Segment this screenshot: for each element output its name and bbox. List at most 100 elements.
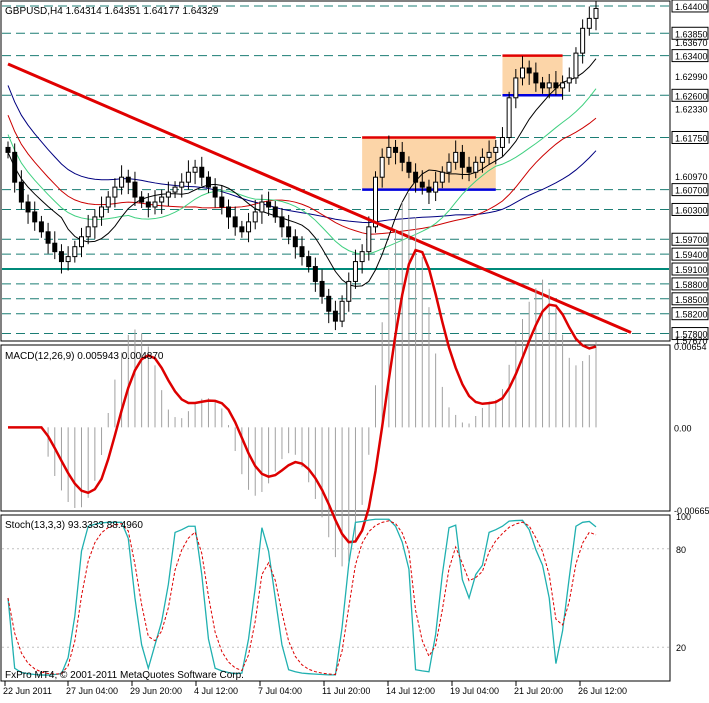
candle-body <box>299 246 305 258</box>
macd-indicator: 0.00654 0.00 -0.00665 <box>8 192 709 567</box>
candle-body <box>466 166 472 173</box>
price-label: 1.63400 <box>675 52 708 62</box>
candle-body <box>486 151 492 158</box>
time-label: 27 Jun 04:00 <box>66 686 118 696</box>
candle-body <box>252 211 258 223</box>
trendline <box>7 62 632 334</box>
candle-body <box>212 186 218 198</box>
price-label-box <box>671 327 709 341</box>
price-label: 1.57800 <box>675 330 708 340</box>
price-label-box <box>671 292 709 306</box>
price-label: 1.62600 <box>675 91 708 101</box>
moving-average-line <box>7 58 597 287</box>
time-label: 7 Jul 04:00 <box>258 686 302 696</box>
time-label: 29 Jun 20:00 <box>130 686 182 696</box>
candle-body <box>159 196 165 203</box>
candle-body <box>272 206 278 218</box>
candle-body <box>586 17 592 29</box>
candle-body <box>152 201 158 208</box>
candle-body <box>38 221 44 233</box>
time-label: 22 Jun 2011 <box>3 686 52 696</box>
price-label: 1.61750 <box>675 133 708 143</box>
candle-body <box>453 151 459 163</box>
price-label-box <box>671 307 709 321</box>
price-label-box <box>671 49 709 63</box>
candle-body <box>352 261 358 282</box>
candle-body <box>413 171 419 183</box>
candle-body <box>433 181 439 193</box>
candle-body <box>246 221 252 233</box>
price-label-box <box>671 202 709 216</box>
candle-body <box>266 201 272 208</box>
candle-body <box>386 146 392 158</box>
price-label-box <box>671 88 709 102</box>
stoch-axis-label: 100 <box>676 512 691 522</box>
stoch-title: Stoch(13,3,3) 93.3333 88.4960 <box>5 520 143 531</box>
price-label: 1.64400 <box>675 2 708 12</box>
candle-body <box>185 171 191 183</box>
candle-body <box>339 300 345 322</box>
price-label: 1.58200 <box>675 310 708 320</box>
candle-body <box>286 226 292 238</box>
price-label-box <box>671 130 709 144</box>
macd-axis-label: 0.00 <box>674 423 692 433</box>
candle-body <box>18 181 24 203</box>
candle-body <box>65 256 71 263</box>
candle-body <box>373 176 378 228</box>
candle-body <box>25 201 31 213</box>
candle-body <box>179 181 185 188</box>
candle-body <box>165 191 171 198</box>
time-label: 26 Jul 12:00 <box>578 686 627 696</box>
candle-body <box>239 226 245 233</box>
candle-body <box>526 67 532 74</box>
moving-average-line <box>7 88 597 255</box>
range-rectangle <box>502 55 563 96</box>
candle-body <box>359 251 365 263</box>
candle-body <box>85 226 91 238</box>
candle-body <box>446 161 452 173</box>
price-label: 1.62990 <box>675 72 708 82</box>
candle-body <box>332 310 338 322</box>
candle-body <box>580 27 586 54</box>
price-label-box <box>671 247 709 261</box>
stoch-signal-line <box>7 520 597 675</box>
price-label: 1.62330 <box>675 105 708 115</box>
stochastic-indicator: 100 80 20 <box>2 512 691 676</box>
macd-axis-label: -0.00665 <box>674 506 709 516</box>
candle-body <box>546 82 552 89</box>
price-label-box <box>671 26 709 40</box>
price-label: 1.60970 <box>675 172 708 182</box>
candle-body <box>459 151 465 168</box>
candle-body <box>105 196 111 208</box>
candle-body <box>292 236 298 248</box>
candle-body <box>513 77 519 99</box>
candle-body <box>279 216 285 228</box>
time-label: 11 Jul 20:00 <box>322 686 370 696</box>
candle-body <box>499 136 505 148</box>
candle-body <box>205 176 211 188</box>
time-label: 21 Jul 20:00 <box>514 686 563 696</box>
candle-body <box>32 211 38 223</box>
candle-body <box>99 206 105 218</box>
price-label: 1.60700 <box>675 186 708 196</box>
stoch-axis-label: 80 <box>676 545 686 555</box>
candle-body <box>393 146 399 153</box>
candle-body <box>439 171 445 183</box>
candle-body <box>306 256 312 268</box>
candlesticks <box>5 1 599 331</box>
price-label: 1.58500 <box>675 295 708 305</box>
candle-body <box>506 97 512 138</box>
price-label: 1.63850 <box>675 29 708 39</box>
candle-body <box>219 196 225 208</box>
candle-body <box>406 161 412 173</box>
candle-body <box>593 7 599 19</box>
candle-body <box>573 52 579 79</box>
candle-body <box>72 246 78 258</box>
chart-title: GBPUSD,H4 1.64314 1.64351 1.64177 1.6432… <box>5 6 219 17</box>
candle-body <box>479 156 485 163</box>
candle-body <box>12 151 18 183</box>
time-label: 4 Jul 12:00 <box>194 686 238 696</box>
candle-body <box>192 166 198 173</box>
